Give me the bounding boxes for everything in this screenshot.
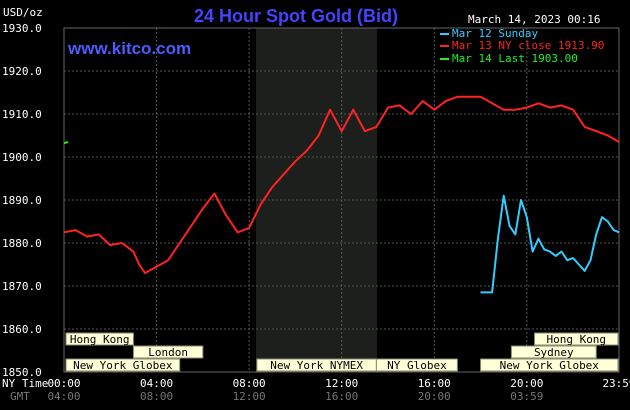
legend: Mar 12 Sunday Mar 13 NY close 1913.90 Ma…	[440, 27, 604, 65]
y-axis: 1930.0 1920.0 1910.0 1900.0 1890.0 1880.0 1870…	[2, 22, 42, 379]
session-bar	[510, 345, 597, 359]
y-tick-label: 1900.0	[2, 151, 42, 164]
x-tick-ny: 20:00	[510, 377, 543, 390]
session-label: New York NYMEX	[270, 359, 363, 372]
session-label: New York Globex	[500, 359, 600, 372]
series-line-2	[63, 141, 69, 145]
y-tick-label: 1910.0	[2, 108, 42, 121]
y-tick-label: 1870.0	[2, 280, 42, 293]
session-bar	[480, 358, 619, 372]
session-bar	[534, 332, 619, 346]
x-tick-gmt: 08:00	[140, 390, 173, 403]
session-bar	[375, 358, 458, 372]
legend-mar13: Mar 13 NY close 1913.90	[452, 39, 604, 52]
session-label: Hong Kong	[546, 333, 606, 346]
series-line-0	[63, 95, 620, 275]
x-tick-ny: 08:00	[233, 377, 266, 390]
session-bar	[132, 345, 204, 359]
session-bar	[65, 332, 134, 346]
session-label: Hong Kong	[70, 333, 130, 346]
chart-title: 24 Hour Spot Gold (Bid)	[194, 6, 398, 26]
x-axis: 00:0004:0008:0012:0016:0020:0023:5904:00…	[47, 377, 630, 403]
x-tick-gmt: 12:00	[233, 390, 266, 403]
y-tick-label: 1850.0	[2, 366, 42, 379]
legend-mar12: Mar 12 Sunday	[452, 27, 538, 40]
unit-label: USD/oz	[3, 6, 43, 19]
x-tick-gmt: 20:00	[418, 390, 451, 403]
x-tick-ny: 16:00	[418, 377, 451, 390]
session-label: New York Globex	[73, 359, 173, 372]
site-brand[interactable]: www.kitco.com	[67, 39, 191, 58]
session-label: NY Globex	[387, 359, 447, 372]
y-tick-label: 1890.0	[2, 194, 42, 207]
x-tick-gmt: 16:00	[325, 390, 358, 403]
y-tick-label: 1920.0	[2, 65, 42, 78]
y-tick-label: 1880.0	[2, 237, 42, 250]
x-tick-gmt: 04:00	[47, 390, 80, 403]
series-line-1	[480, 194, 620, 294]
x-tick-gmt: 03:59	[510, 390, 543, 403]
session-bar	[65, 358, 181, 372]
session-label: London	[148, 346, 188, 359]
session-label: Sydney	[534, 346, 574, 359]
x-tick-ny: 12:00	[325, 377, 358, 390]
x-tick-ny: 00:00	[47, 377, 80, 390]
x-tick-ny: 23:59	[602, 377, 630, 390]
plot-frame	[63, 27, 620, 373]
chart-date: March 14, 2023 00:16	[468, 13, 600, 26]
ny-time-label: NY Time	[2, 377, 48, 390]
y-tick-label: 1930.0	[2, 22, 42, 35]
y-tick-label: 1860.0	[2, 323, 42, 336]
gmt-label: GMT	[10, 390, 30, 403]
legend-mar14: Mar 14 Last 1903.00	[452, 52, 578, 65]
x-tick-ny: 04:00	[140, 377, 173, 390]
price-series	[63, 95, 620, 294]
